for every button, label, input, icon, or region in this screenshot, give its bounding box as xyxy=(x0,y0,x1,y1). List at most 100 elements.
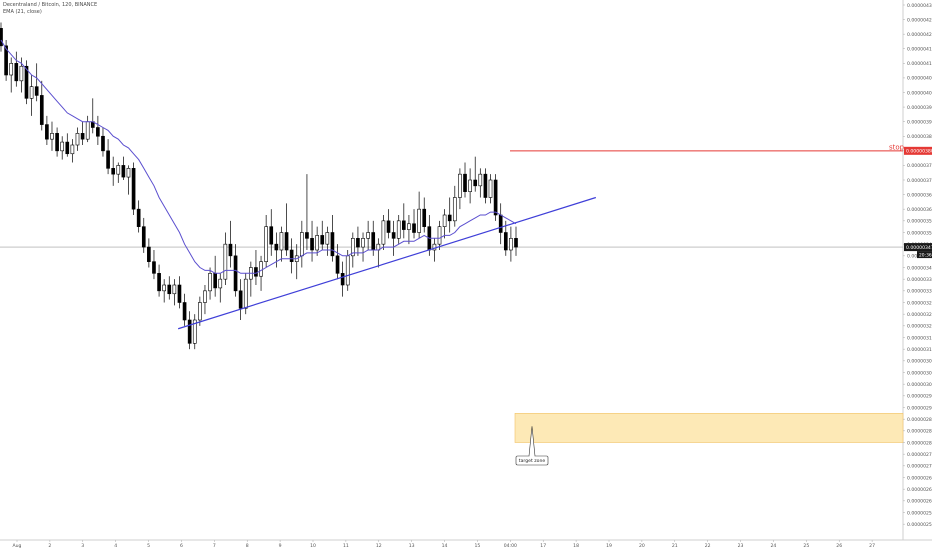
candle-down xyxy=(391,232,396,239)
candle-up xyxy=(396,220,401,239)
price-tick-label: 0.00000264 xyxy=(907,487,932,493)
time-tick-label: 10 xyxy=(310,543,316,549)
time-tick-label: 14 xyxy=(442,543,448,549)
candle-down xyxy=(386,220,391,233)
candle-down xyxy=(483,173,488,198)
target-zone-annotation: target zone xyxy=(519,458,546,464)
candle-up xyxy=(19,65,24,82)
countdown-label: 20:36 xyxy=(919,252,932,258)
candle-up xyxy=(345,255,350,286)
candle-up xyxy=(468,179,472,192)
time-tick-label: 6 xyxy=(180,543,183,549)
candle-down xyxy=(269,226,274,245)
time-tick-label: 22 xyxy=(705,543,711,549)
candle-up xyxy=(192,319,197,344)
candle-down xyxy=(493,179,498,216)
candle-down xyxy=(503,232,508,251)
candle-down xyxy=(34,86,39,96)
time-tick-label: 19 xyxy=(606,543,612,549)
price-axis xyxy=(903,0,932,550)
price-tick-label: 0.00000284 xyxy=(907,429,932,435)
last-price-label: 0.00000347 xyxy=(906,245,932,251)
candle-down xyxy=(147,246,151,262)
candle-up xyxy=(218,278,223,289)
candle-down xyxy=(14,63,19,82)
candle-down xyxy=(101,135,105,152)
candle-down xyxy=(80,133,85,140)
price-tick-label: 0.00000312 xyxy=(907,347,932,353)
candle-down xyxy=(447,214,452,222)
candle-down xyxy=(136,208,141,227)
candle-down xyxy=(55,133,59,152)
candle-up xyxy=(315,235,319,251)
candle-up xyxy=(381,220,386,245)
candle-down xyxy=(121,165,126,178)
ema-line xyxy=(0,39,517,274)
candle-up xyxy=(70,144,75,155)
price-tick-label: 0.00000308 xyxy=(907,359,932,365)
candle-down xyxy=(274,243,279,251)
price-tick-label: 0.00000390 xyxy=(907,119,932,125)
time-tick-label: 20 xyxy=(639,543,645,549)
price-tick-label: 0.00000300 xyxy=(907,382,932,388)
candle-up xyxy=(478,173,483,187)
candle-up xyxy=(9,63,14,76)
candle-down xyxy=(422,208,427,227)
candle-up xyxy=(203,290,207,303)
candle-up xyxy=(366,232,370,239)
candle-up xyxy=(172,284,177,295)
countdown-badge xyxy=(917,251,932,259)
price-tick-label: 0.00000356 xyxy=(907,219,932,225)
candle-down xyxy=(356,238,360,248)
candle-up xyxy=(264,226,268,262)
candle-down xyxy=(238,290,243,309)
candle-up xyxy=(208,273,212,292)
price-tick-label: 0.00000385 xyxy=(907,134,932,140)
candle-up xyxy=(432,243,437,251)
candle-up xyxy=(60,141,65,152)
symbol-title: Decentraland / Bitcoin, 120, BINANCE xyxy=(3,2,98,8)
candle-down xyxy=(254,267,258,277)
candle-down xyxy=(371,232,376,251)
price-tick-label: 0.00000316 xyxy=(907,335,932,341)
price-tick-label: 0.00000365 xyxy=(907,192,932,198)
candle-down xyxy=(310,238,314,251)
candle-up xyxy=(488,179,493,198)
candle-down xyxy=(463,173,467,192)
candle-up xyxy=(417,208,421,233)
price-tick-label: 0.00000405 xyxy=(907,76,932,82)
candle-up xyxy=(458,173,462,198)
stop-price-badge xyxy=(904,146,932,155)
candle-up xyxy=(50,133,54,140)
candle-down xyxy=(473,179,478,187)
price-tick-label: 0.00000395 xyxy=(907,105,932,111)
time-tick-label: 4 xyxy=(114,543,117,549)
candle-down xyxy=(157,273,161,292)
candle-up xyxy=(75,133,80,146)
candle-down xyxy=(111,168,116,175)
price-tick-label: 0.00000415 xyxy=(907,47,932,53)
time-tick-label: 12 xyxy=(376,543,382,549)
candle-up xyxy=(243,278,248,309)
time-tick-label: 7 xyxy=(213,543,216,549)
candle-up xyxy=(437,226,442,245)
candle-down xyxy=(340,273,345,286)
price-tick-label: 0.00000420 xyxy=(907,32,932,38)
candle-up xyxy=(325,232,330,245)
price-tick-label: 0.00000276 xyxy=(907,452,932,458)
price-tick-label: 0.00000324 xyxy=(907,312,932,318)
candle-down xyxy=(167,284,172,295)
candle-down xyxy=(514,238,518,248)
candle-up xyxy=(351,238,355,257)
candle-down xyxy=(233,255,238,292)
time-tick-label: 26 xyxy=(836,543,842,549)
candle-down xyxy=(45,124,49,140)
chart-legend: Decentraland / Bitcoin, 120, BINANCE EMA… xyxy=(3,2,97,16)
candle-down xyxy=(177,284,182,303)
time-tick-label: 8 xyxy=(246,543,249,549)
candle-down xyxy=(182,302,187,321)
candle-up xyxy=(162,284,166,292)
time-tick-label: 17 xyxy=(540,543,546,549)
time-tick-label: Aug xyxy=(13,543,22,549)
